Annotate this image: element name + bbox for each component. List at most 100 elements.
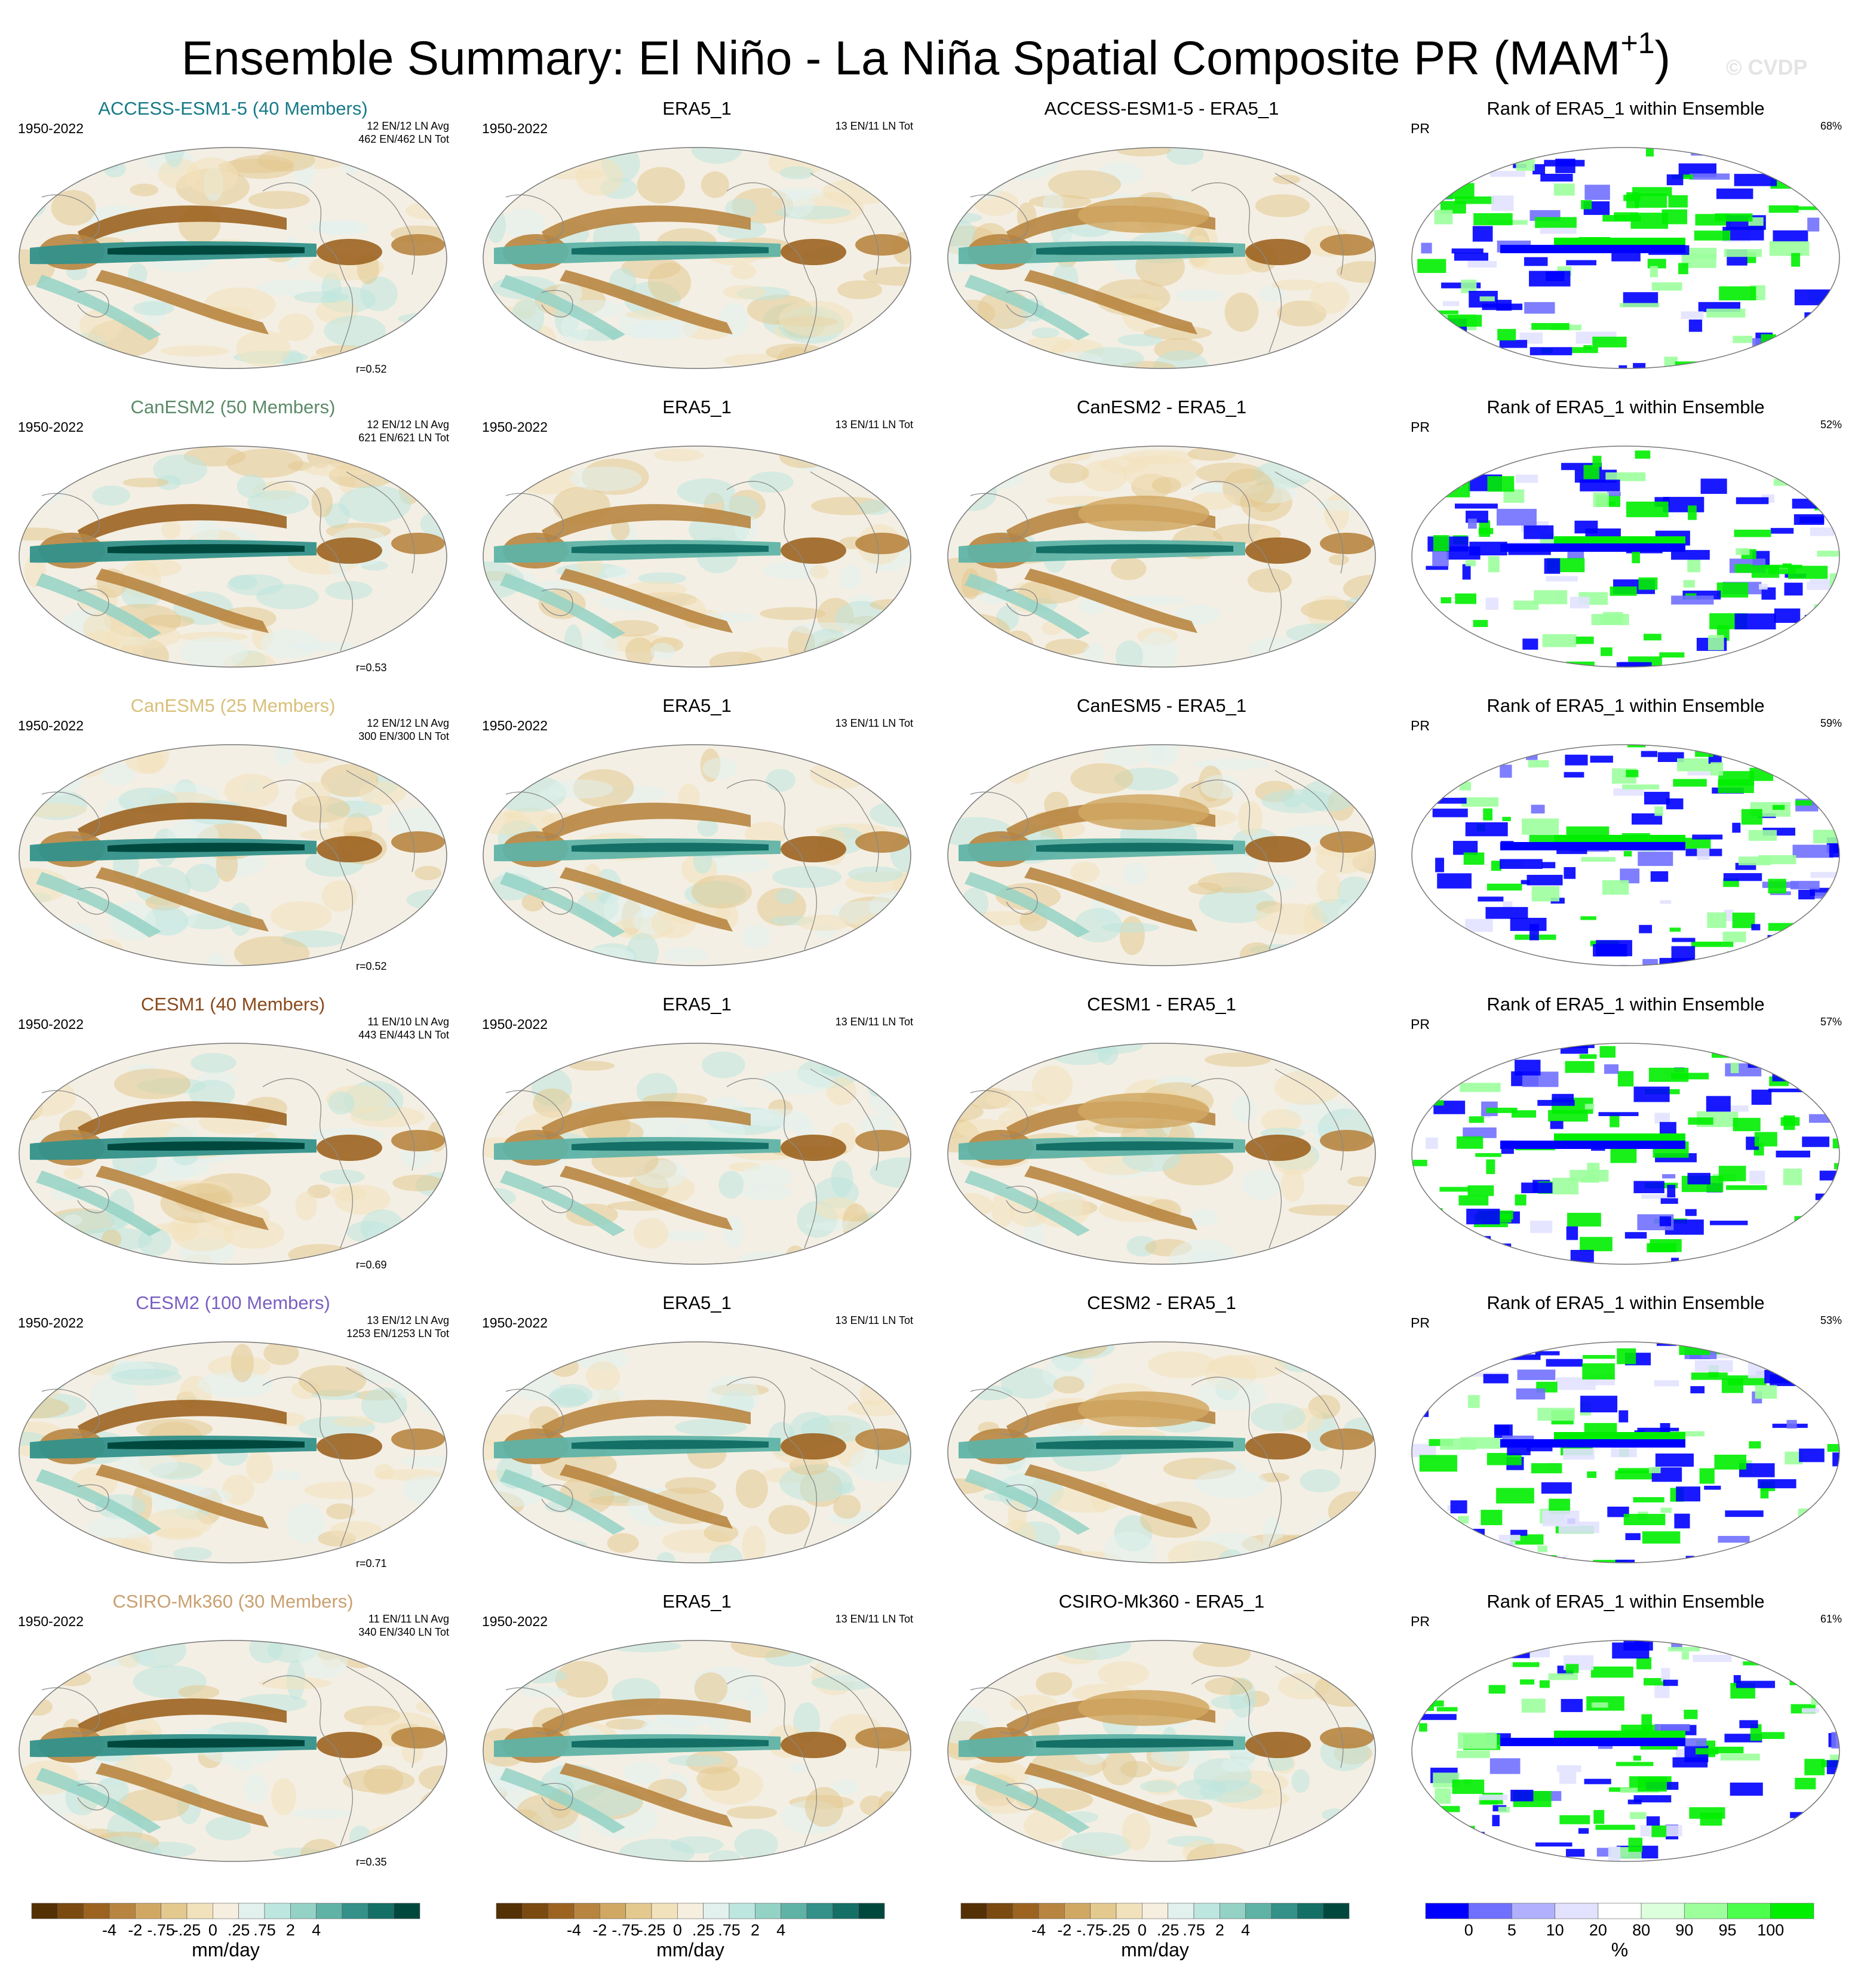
model-panel-title: CESM2 (100 Members) [136,1292,330,1313]
pr-colorbar: -4 -2 -.75 -.25 0 .25.75 2 4 mm/day [493,1902,887,1968]
model-panel-title: CanESM2 (50 Members) [130,397,336,417]
event-count-total: 300 EN/300 LN Tot [358,730,449,742]
colorbar-swatch [1271,1903,1298,1919]
period-label: 1950-2022 [482,121,548,136]
diff-panel-map [947,1640,1376,1862]
rank-panel: Rank of ERA5_1 within Ensemble PR 59% [1399,693,1852,991]
map-outline [483,445,911,668]
rank-percent: 57% [1820,1016,1842,1028]
diff-panel: CanESM5 - ERA5_1 [935,693,1389,991]
rank-colorbar: 0 5 10 20 80 90 95 100% [1423,1902,1817,1968]
map-outline [1411,1640,1840,1862]
colorbar-swatch [600,1903,626,1919]
map-outline [19,147,447,369]
colorbar-swatch [960,1903,987,1919]
variable-label: PR [1411,1315,1430,1331]
pattern-correlation: r=0.53 [356,662,387,674]
colorbar-swatch [1064,1903,1091,1919]
colorbar-tick-label: 20 [1589,1921,1607,1939]
period-label: 1950-2022 [482,1614,548,1629]
map-outline [1411,445,1840,668]
map-outline [1411,744,1840,966]
variable-label: PR [1411,1016,1430,1032]
model-panel: CESM2 (100 Members) 1950-2022 13 EN/12 LN … [6,1290,460,1588]
event-count-avg: 12 EN/12 LN Avg [367,419,449,431]
diff-panel: CESM2 - ERA5_1 [935,1290,1389,1588]
event-counts: 13 EN/11 LN Tot [835,120,913,132]
obs-panel-map [483,1043,911,1265]
colorbar-swatch [1168,1903,1194,1919]
rank-panel-title: Rank of ERA5_1 within Ensemble [1486,397,1765,417]
colorbar-swatch [1220,1903,1246,1919]
obs-panel-title: ERA5_1 [662,695,732,716]
event-count-avg: 12 EN/12 LN Avg [367,120,449,132]
colorbar-swatch [1038,1903,1065,1919]
pattern-correlation: r=0.69 [356,1259,387,1271]
colorbar-tick-label: 0 [1138,1921,1147,1939]
obs-panel: ERA5_1 1950-2022 13 EN/11 LN Tot [470,1588,924,1887]
obs-panel-title: ERA5_1 [662,994,732,1015]
rank-percent: 53% [1820,1314,1842,1326]
colorbar-swatch [1012,1903,1039,1919]
colorbar-swatch [1323,1903,1350,1919]
colorbar-swatch [858,1903,885,1919]
colorbar-tick-label: -4 [1031,1921,1046,1939]
colorbar-swatch [135,1903,161,1919]
colorbar-swatch [290,1903,317,1919]
model-panel-title: ACCESS-ESM1-5 (40 Members) [98,98,368,119]
colorbar-swatch [31,1903,58,1919]
colorbar-tick-label: .75 [718,1921,741,1939]
obs-panel-title: ERA5_1 [662,1292,732,1313]
colorbar-tick-label: 2 [751,1921,760,1939]
colorbar-tick-label: -2 [128,1921,142,1939]
map-outline [483,1341,911,1563]
colorbar-swatch [1245,1903,1272,1919]
colorbar-swatch [1770,1903,1814,1919]
colorbar-swatch [522,1903,548,1919]
event-counts: 12 EN/12 LN Avg 462 EN/462 LN Tot [358,119,449,146]
map-outline [483,1640,911,1862]
colorbar-swatch [677,1903,704,1919]
map-outline [19,1341,447,1563]
colorbar-tick-label: -4 [567,1921,581,1939]
colorbar-tick-label: -.25 [638,1921,666,1939]
colorbar-unit: mm/day [192,1939,260,1961]
colorbar-swatch [987,1903,1013,1919]
model-panel-map [19,445,447,668]
colorbar-tick-label: 2 [1215,1921,1224,1939]
colorbar-tick-label: -.75 [1076,1921,1104,1939]
obs-panel-map [483,147,911,369]
colorbar-tick-label: -2 [1057,1921,1071,1939]
map-outline [483,1043,911,1265]
diff-panel-title: CanESM2 - ERA5_1 [1076,397,1247,417]
obs-panel-map [483,1640,911,1862]
colorbar-swatch [1598,1903,1642,1919]
rank-panel: Rank of ERA5_1 within Ensemble PR 68% [1399,96,1852,394]
colorbar-tick-label: 2 [286,1921,295,1939]
period-label: 1950-2022 [18,1614,84,1629]
period-label: 1950-2022 [18,419,84,435]
obs-panel-title: ERA5_1 [662,98,732,119]
colorbar-tick-label: -.25 [1102,1921,1131,1939]
rank-panel-map [1411,147,1840,369]
colorbar-swatch [833,1903,859,1919]
diff-panel: CanESM2 - ERA5_1 [935,394,1389,693]
colorbar-tick-label: 0 [1464,1921,1473,1939]
period-label: 1950-2022 [482,1016,548,1032]
event-count-avg: 11 EN/10 LN Avg [367,1016,449,1028]
diff-panel-map [947,1341,1376,1563]
colorbar-tick-label: .75 [253,1921,276,1939]
colorbar-swatch [1468,1903,1512,1919]
colorbar-swatch [729,1903,755,1919]
diff-panel-map [947,445,1376,668]
obs-panel-title: ERA5_1 [662,1591,732,1612]
map-outline [947,445,1376,668]
colorbar-unit: mm/day [656,1939,724,1961]
event-count-avg: 11 EN/11 LN Avg [368,1613,449,1625]
colorbar-swatch [368,1903,394,1919]
model-panel-map [19,1640,447,1862]
map-outline [947,744,1376,966]
map-outline [1411,1341,1840,1563]
rank-percent: 68% [1820,120,1842,132]
model-panel: CSIRO-Mk360 (30 Members) 1950-2022 11 EN/1… [6,1588,460,1887]
